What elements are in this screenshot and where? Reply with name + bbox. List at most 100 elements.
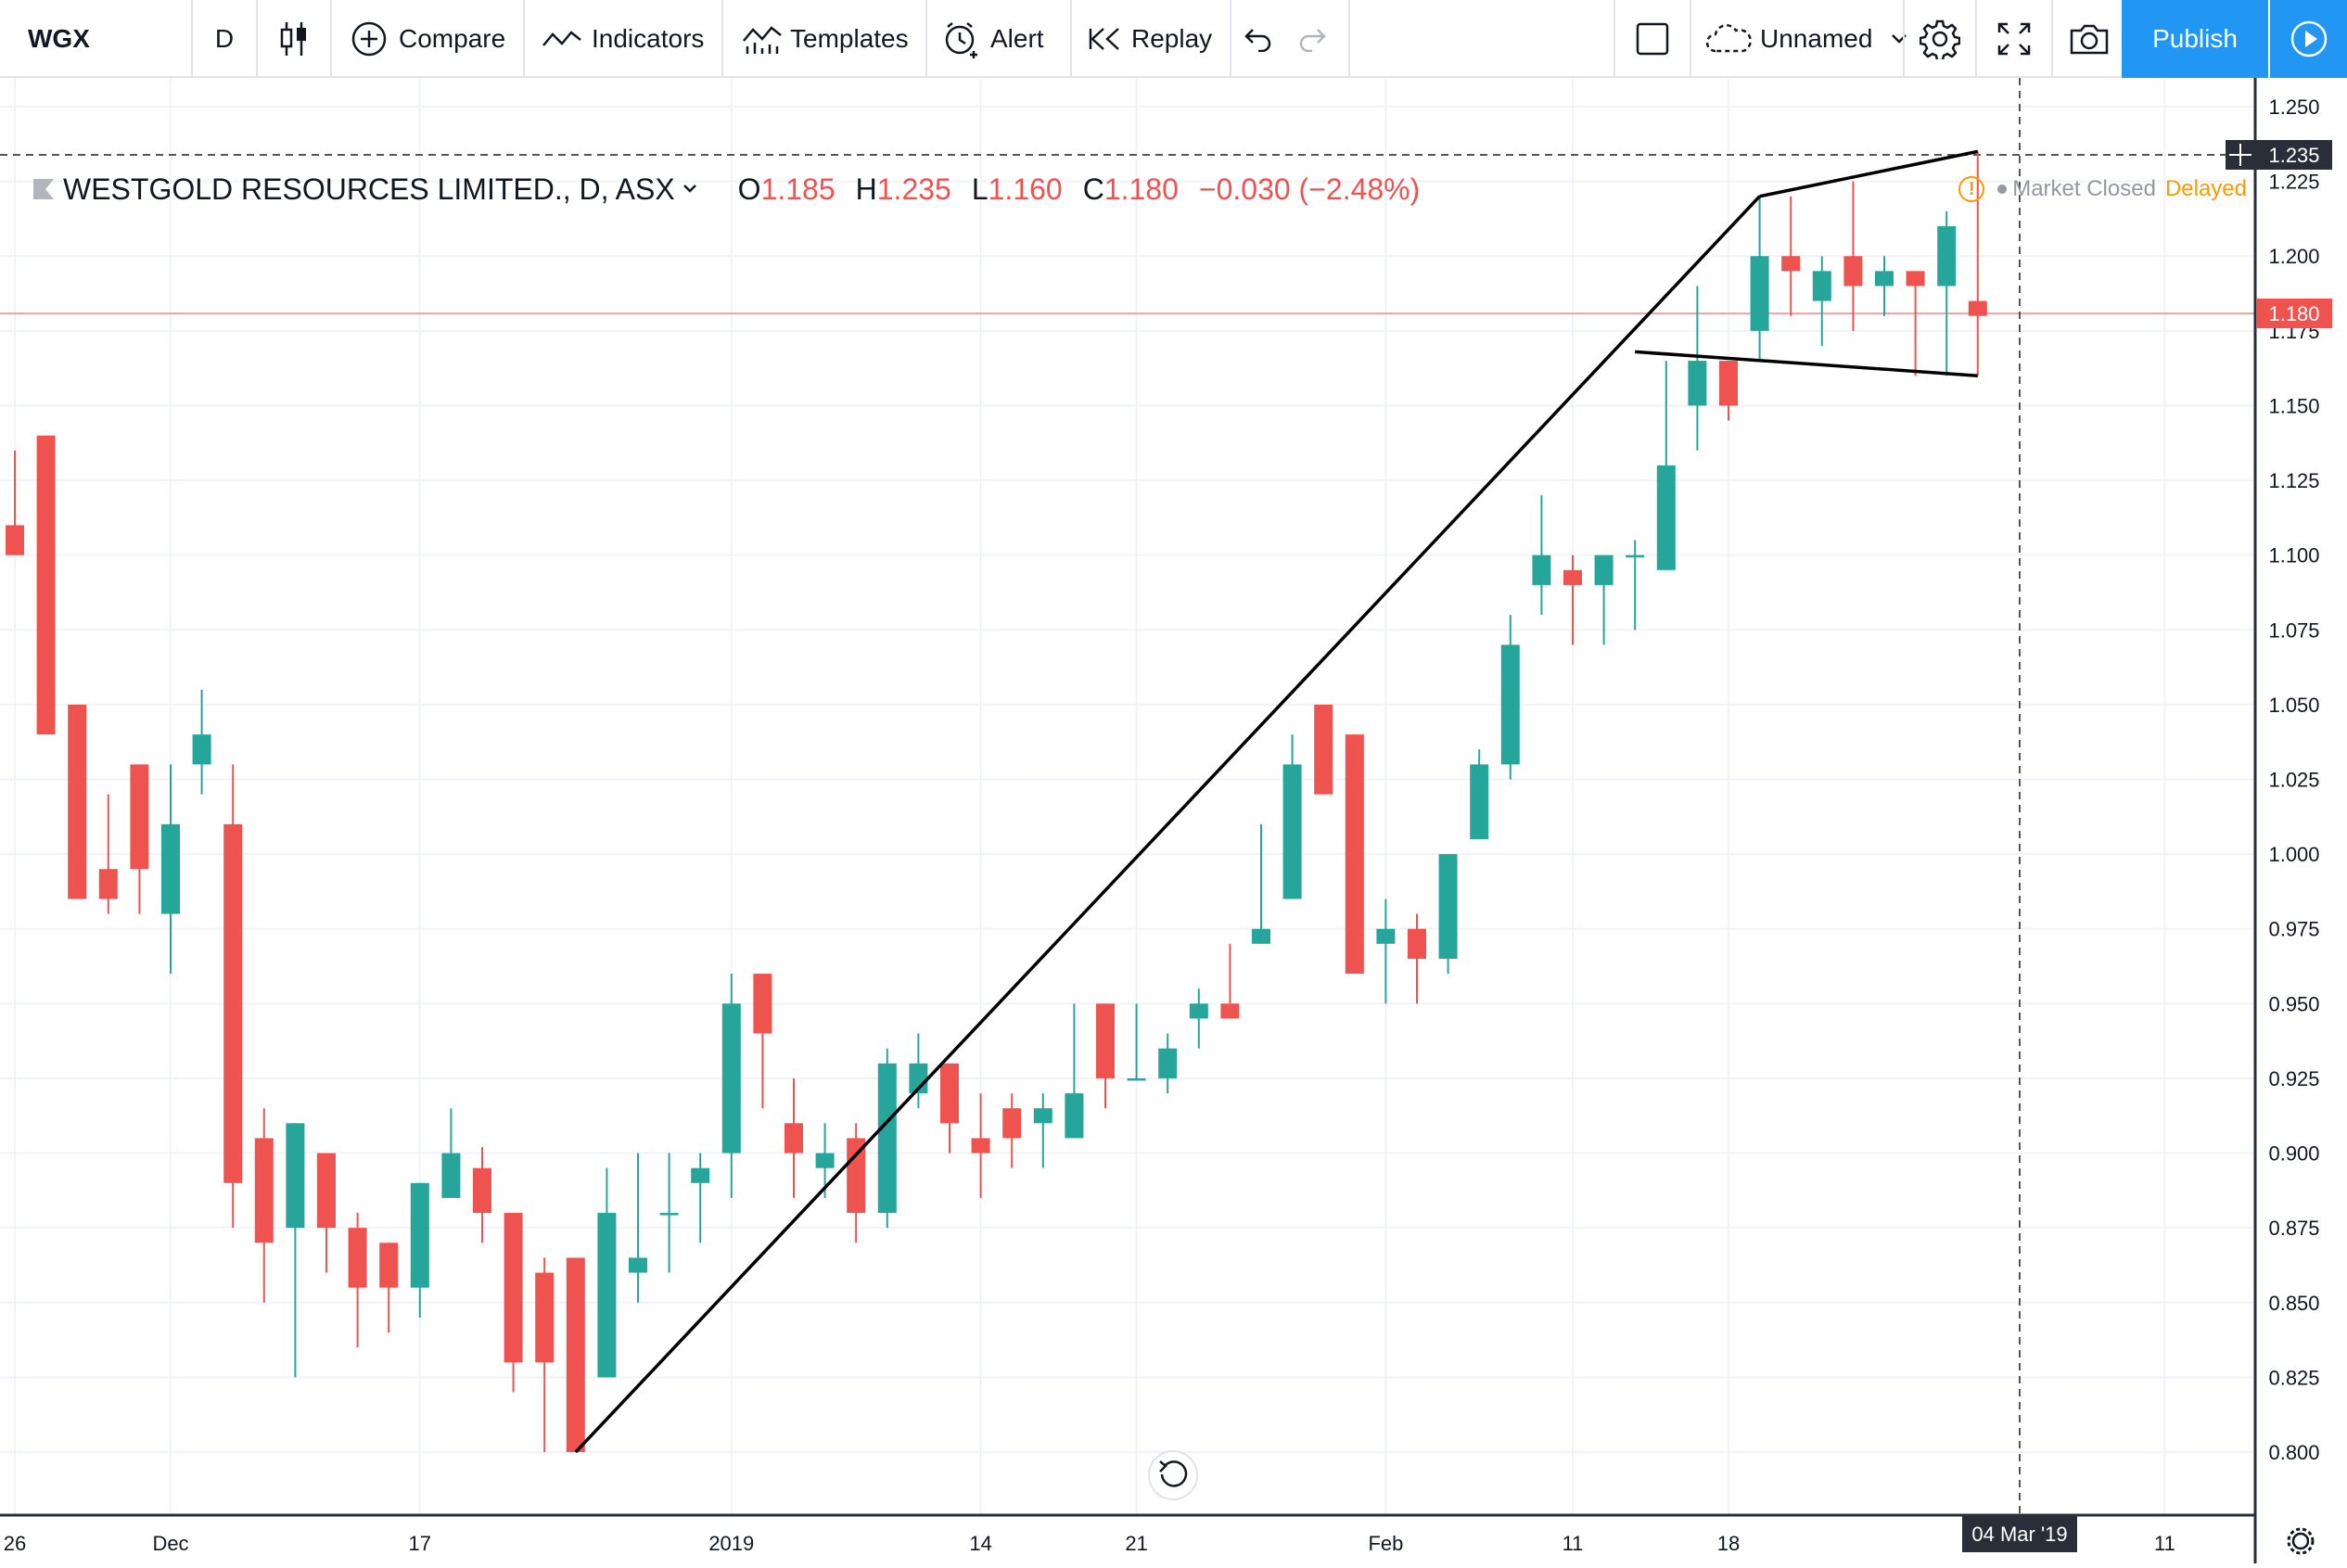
time-tick-label: 21 bbox=[1125, 1532, 1147, 1555]
symbol-legend[interactable]: WESTGOLD RESOURCES LIMITED., D, ASX O 1.1… bbox=[33, 169, 1420, 210]
reset-icon bbox=[1159, 1460, 1188, 1487]
snapshot-button[interactable] bbox=[2053, 0, 2125, 78]
candle-body bbox=[286, 1123, 305, 1229]
candle-body bbox=[1189, 1003, 1208, 1019]
candle-body bbox=[1252, 928, 1270, 944]
candle-body bbox=[1158, 1048, 1178, 1078]
interval-label: D bbox=[214, 24, 235, 53]
crosshair-date-label-bg bbox=[1962, 1515, 2077, 1552]
toolbar-divider bbox=[1614, 0, 1615, 76]
layout-name-button[interactable]: Unnamed bbox=[1691, 0, 1907, 78]
candle-body bbox=[1532, 555, 1551, 585]
candle-body bbox=[254, 1138, 274, 1243]
status-dot-icon bbox=[1997, 185, 2008, 194]
chevron-down-icon[interactable] bbox=[682, 184, 697, 195]
fullscreen-toggle-button[interactable] bbox=[1615, 0, 1690, 78]
market-status-text: Market Closed bbox=[2012, 176, 2156, 201]
candle-body bbox=[130, 764, 149, 870]
delayed-badge: Delayed bbox=[2164, 176, 2247, 201]
candle-body bbox=[597, 1213, 617, 1378]
publish-button[interactable]: Publish bbox=[2122, 0, 2268, 78]
candle-body bbox=[659, 1213, 679, 1216]
alert-button[interactable]: Alert bbox=[927, 0, 1070, 78]
trendline bbox=[1759, 149, 1979, 198]
time-tick-label: 2019 bbox=[708, 1532, 754, 1555]
symbol-search-button[interactable]: WGX bbox=[0, 0, 191, 78]
price-tick-label: 0.950 bbox=[2268, 992, 2319, 1015]
candle-body bbox=[68, 704, 87, 899]
redo-button[interactable] bbox=[1285, 0, 1339, 78]
axis-settings-icon[interactable] bbox=[2287, 1527, 2315, 1555]
toolbar-divider bbox=[256, 0, 258, 76]
candle-body bbox=[473, 1167, 491, 1214]
candle-body bbox=[1033, 1108, 1052, 1124]
candle-body bbox=[317, 1153, 336, 1229]
price-tick-label: 0.975 bbox=[2268, 918, 2319, 941]
price-tick-label: 0.875 bbox=[2268, 1217, 2319, 1240]
candle-body bbox=[691, 1167, 710, 1183]
candle-body bbox=[1127, 1077, 1146, 1081]
symbol-title: WESTGOLD RESOURCES LIMITED., D, ASX bbox=[63, 172, 675, 206]
candle-body bbox=[1594, 555, 1614, 585]
low-value: 1.160 bbox=[988, 172, 1063, 206]
toolbar-divider bbox=[1230, 0, 1231, 76]
alarm-clock-icon bbox=[942, 19, 981, 58]
market-status[interactable]: ! Market Closed Delayed bbox=[1958, 171, 2247, 208]
templates-label: Templates bbox=[790, 24, 909, 53]
candle-body bbox=[1906, 271, 1925, 287]
candle-body bbox=[1563, 569, 1582, 585]
candle-body bbox=[410, 1182, 429, 1288]
indicators-button[interactable]: Indicators bbox=[525, 0, 721, 78]
time-tick-label: Feb bbox=[1368, 1532, 1403, 1555]
chart-pane[interactable]: 1.250 1.225 1.200 1.175 1.150 1.125 1.100 1.075… bbox=[0, 78, 2347, 1563]
compare-button[interactable]: Compare bbox=[332, 0, 523, 78]
candle-body bbox=[1968, 300, 1987, 316]
candle-body bbox=[1719, 361, 1738, 406]
warning-icon: ! bbox=[1958, 176, 1985, 202]
templates-button[interactable]: Templates bbox=[723, 0, 925, 78]
time-tick-label: 26 bbox=[4, 1532, 26, 1555]
candle-body bbox=[1750, 256, 1769, 331]
price-tick-label: 1.225 bbox=[2268, 171, 2319, 194]
candle-body bbox=[98, 869, 118, 899]
candle-body bbox=[721, 1003, 741, 1154]
indicator-wave-icon bbox=[542, 25, 582, 53]
candle-body bbox=[1282, 764, 1302, 899]
time-axis: 26 Dec 17 2019 14 21 Feb 11 18 11 bbox=[4, 1532, 2175, 1555]
undo-button[interactable] bbox=[1231, 0, 1285, 78]
candle-body bbox=[1408, 928, 1426, 959]
fullscreen-button[interactable] bbox=[1977, 0, 2051, 78]
settings-button[interactable] bbox=[1905, 0, 1975, 78]
rewind-icon bbox=[1089, 25, 1122, 53]
price-tick-label: 1.075 bbox=[2268, 618, 2319, 642]
publish-video-button[interactable] bbox=[2270, 0, 2347, 78]
plus-circle-icon bbox=[351, 20, 388, 57]
interval-button[interactable]: D bbox=[193, 0, 256, 78]
expand-icon bbox=[1996, 20, 2033, 57]
candle-body bbox=[535, 1272, 555, 1363]
high-value: 1.235 bbox=[876, 172, 951, 206]
price-chart[interactable]: 1.2501.2251.2001.1751.1501.1251.1001.075… bbox=[0, 78, 2347, 1563]
candle-body bbox=[1220, 1003, 1240, 1019]
chart-grid bbox=[0, 78, 2255, 1515]
toolbar-divider bbox=[330, 0, 332, 76]
candle-body bbox=[566, 1257, 585, 1452]
time-tick-label: 11 bbox=[2154, 1532, 2175, 1555]
toolbar-divider bbox=[721, 0, 723, 76]
candle-body bbox=[1937, 225, 1957, 287]
chart-type-button[interactable] bbox=[258, 0, 330, 78]
change-value: −0.030 (−2.48%) bbox=[1198, 172, 1421, 206]
price-tick-label: 1.000 bbox=[2268, 843, 2319, 866]
redo-icon bbox=[1297, 26, 1327, 52]
top-toolbar: WGX D Compare Indicators Templates Alert bbox=[0, 0, 2347, 78]
replay-button[interactable]: Replay bbox=[1072, 0, 1230, 78]
candles-icon bbox=[278, 20, 310, 57]
symbol-label: WGX bbox=[28, 24, 90, 53]
candle-body bbox=[1096, 1003, 1115, 1078]
layout-name-label: Unnamed bbox=[1760, 24, 1873, 53]
reset-chart-button[interactable] bbox=[1148, 1450, 1198, 1500]
gear-icon bbox=[1920, 19, 1960, 59]
price-tick-label: 1.200 bbox=[2268, 245, 2319, 268]
candle-body bbox=[379, 1243, 399, 1288]
candle-body bbox=[1781, 256, 1801, 272]
